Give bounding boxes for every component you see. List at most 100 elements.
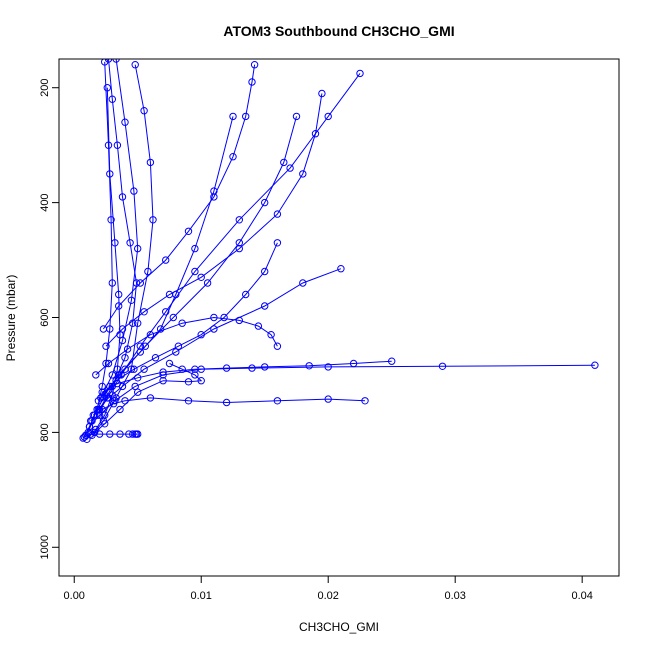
data-point (220, 313, 228, 322)
profile-line (100, 242, 278, 399)
data-point (104, 359, 113, 368)
data-point (146, 394, 155, 402)
data-point (210, 325, 218, 333)
data-point (254, 322, 263, 330)
data-point (106, 170, 114, 178)
profile-series (97, 239, 282, 402)
profile-line (86, 87, 121, 440)
data-point (106, 430, 114, 438)
data-point (267, 331, 275, 339)
data-point (210, 193, 218, 201)
data-point (324, 363, 332, 371)
data-point (85, 422, 94, 431)
data-point (134, 244, 142, 253)
data-point (98, 382, 106, 391)
data-point (299, 279, 307, 287)
data-point (356, 69, 364, 78)
data-point (108, 279, 117, 287)
profile-line (102, 64, 256, 330)
data-point (184, 227, 193, 236)
data-point (197, 331, 205, 339)
data-point (191, 244, 199, 253)
x-axis-label: CH3CHO_GMI (299, 620, 379, 634)
x-tick-label: 0.02 (317, 590, 338, 602)
data-point (261, 198, 269, 207)
data-point (103, 84, 112, 92)
data-point (140, 365, 148, 373)
data-point (292, 112, 301, 121)
data-point (165, 290, 174, 299)
y-tick-label: 200 (39, 79, 51, 97)
data-point (115, 302, 123, 310)
profile-series (90, 60, 157, 437)
data-point (116, 430, 124, 438)
profile-line (91, 363, 203, 436)
data-point (118, 193, 127, 201)
profile-series (92, 313, 282, 379)
data-point (108, 95, 117, 103)
data-point (235, 316, 244, 325)
data-point (311, 130, 320, 138)
data-point (115, 290, 123, 299)
data-point (197, 377, 205, 385)
data-point (248, 78, 256, 86)
data-point (438, 362, 447, 370)
data-point (113, 141, 122, 149)
data-point (104, 59, 113, 63)
data-point (159, 368, 167, 376)
data-point (149, 216, 157, 224)
data-point (99, 325, 108, 333)
data-point (388, 357, 396, 365)
data-point (101, 411, 109, 419)
data-point (136, 348, 145, 356)
data-point (87, 430, 95, 438)
profile-line (95, 316, 278, 376)
data-point (184, 378, 193, 386)
data-point (92, 371, 100, 379)
data-point (106, 382, 114, 391)
data-point (242, 290, 250, 299)
data-point (113, 365, 122, 373)
data-point (89, 411, 98, 419)
data-point (273, 397, 282, 405)
x-tick-label: 0.04 (571, 590, 592, 602)
data-point (136, 342, 145, 350)
data-point (156, 325, 165, 333)
data-point (121, 365, 129, 373)
data-point (178, 319, 186, 327)
data-point (162, 256, 170, 264)
data-point (144, 267, 152, 276)
data-point (129, 430, 137, 438)
data-point (318, 89, 326, 98)
data-point (229, 153, 237, 161)
data-point (273, 342, 282, 350)
data-point (95, 405, 104, 414)
data-point (184, 397, 193, 405)
data-point (130, 187, 138, 195)
data-point (121, 354, 129, 362)
data-point (130, 365, 138, 373)
data-point (261, 363, 269, 371)
data-point (273, 210, 282, 218)
x-tick-label: 0.01 (191, 590, 212, 602)
data-point (141, 342, 150, 350)
x-axis: 0.00 0.01 0.02 0.03 0.04 (64, 575, 593, 602)
data-point (299, 170, 307, 178)
data-point (305, 362, 313, 370)
data-point (337, 265, 345, 273)
profile-series (80, 430, 142, 441)
data-point (94, 397, 103, 405)
data-point (111, 239, 119, 247)
data-point (118, 325, 127, 333)
data-point (102, 342, 110, 350)
data-point (112, 59, 120, 63)
y-axis-label: Pressure (mbar) (4, 275, 18, 362)
data-point (324, 395, 332, 403)
profile-line (94, 64, 154, 433)
data-point (191, 267, 199, 276)
data-point (136, 279, 145, 287)
profile-series (94, 112, 301, 405)
data-point (273, 239, 282, 247)
x-tick-label: 0.03 (444, 590, 465, 602)
